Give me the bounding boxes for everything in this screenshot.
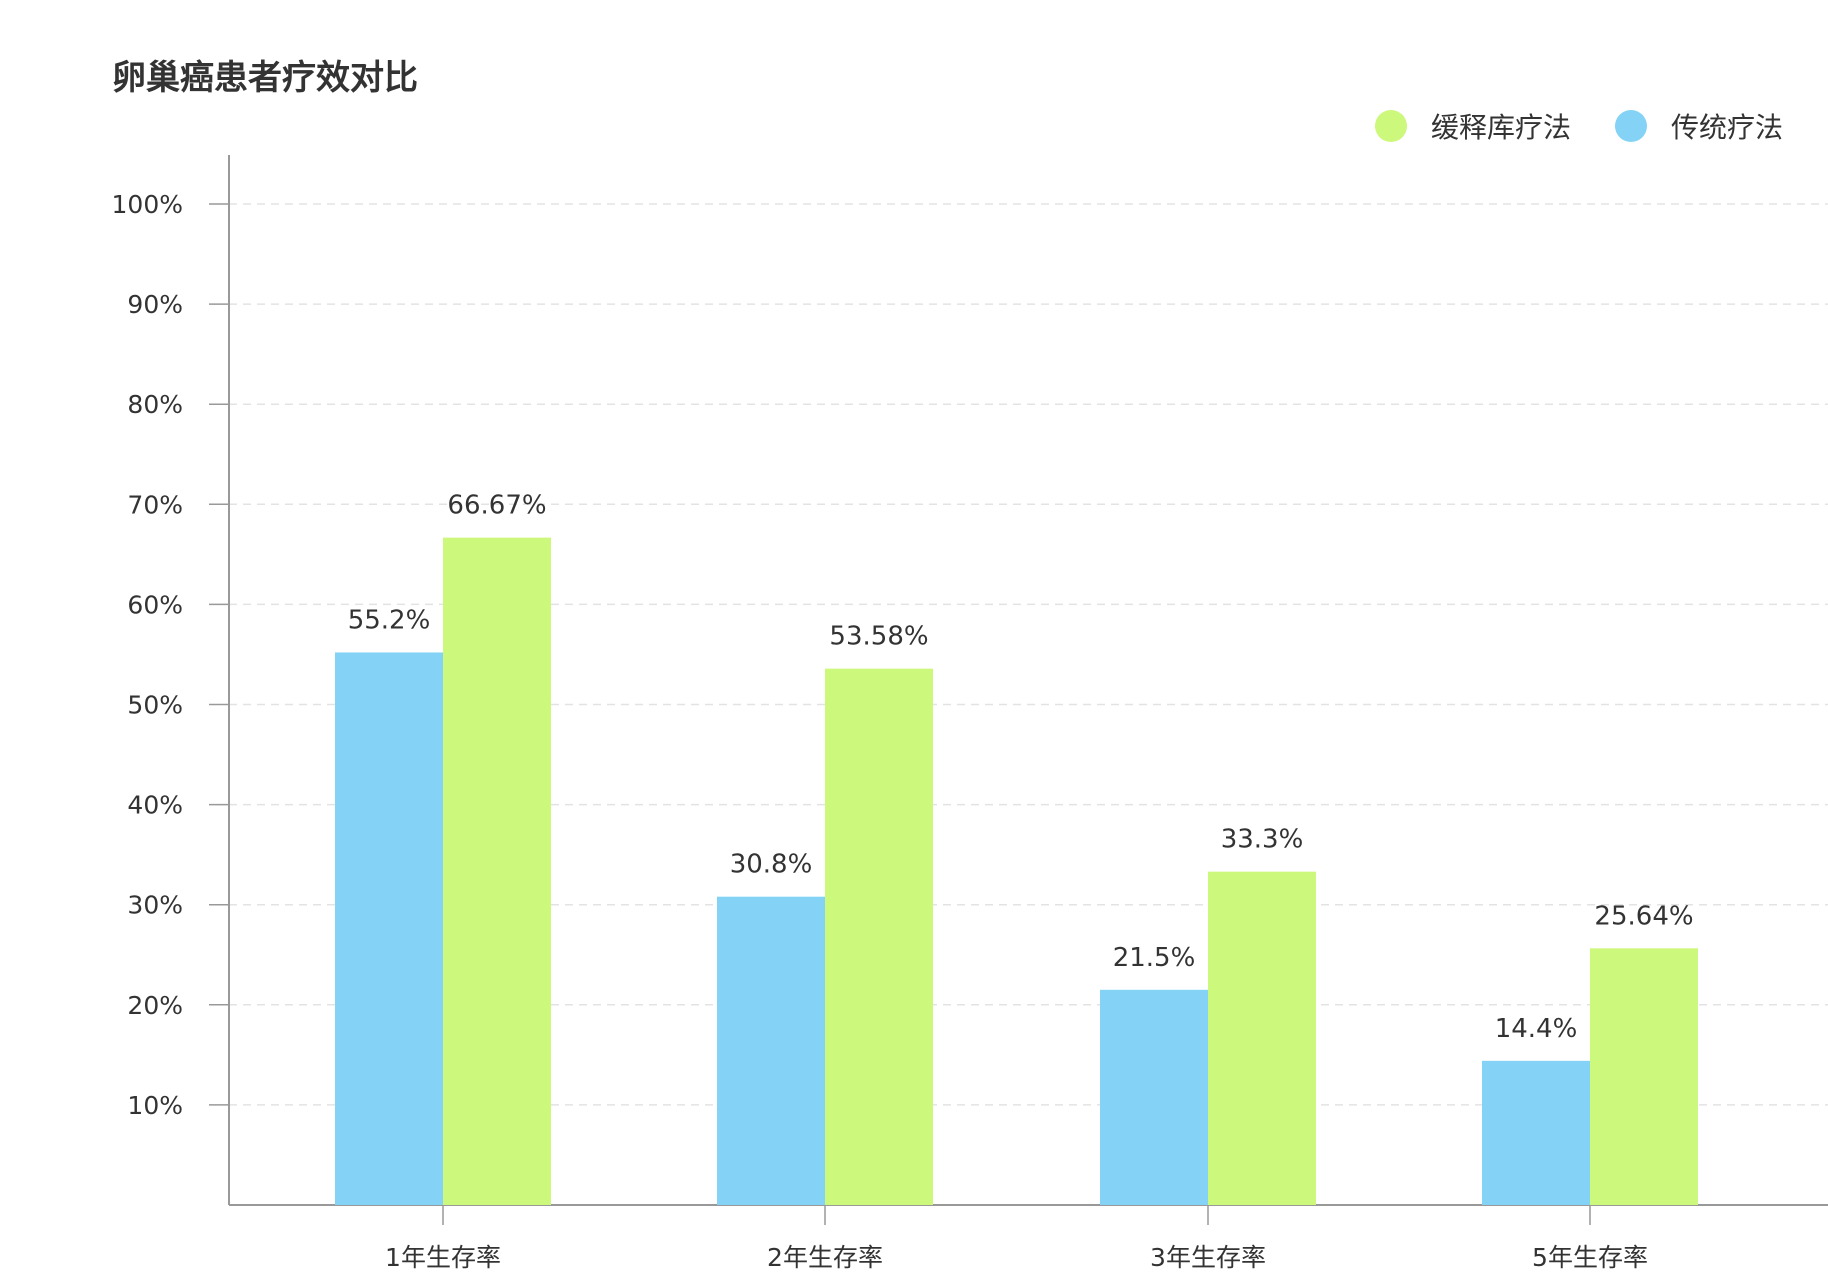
x-tick-label: 3年生存率: [1150, 1243, 1266, 1272]
y-tick-label: 40%: [127, 791, 183, 820]
y-tick-label: 30%: [127, 891, 183, 920]
data-label-slow-release-3: 33.3%: [1221, 825, 1304, 855]
legend: 缓释库疗法 传统疗法: [1374, 106, 1783, 146]
bars: [335, 537, 1698, 1205]
bar-traditional-2[interactable]: [717, 896, 825, 1205]
y-tick-label: 100%: [112, 190, 183, 219]
x-tick-label: 2年生存率: [767, 1243, 883, 1272]
data-label-slow-release-4: 25.64%: [1594, 901, 1693, 931]
data-label-traditional-3: 21.5%: [1113, 943, 1196, 973]
y-tick-label: 20%: [127, 991, 183, 1020]
x-tick-label: 1年生存率: [385, 1243, 501, 1272]
data-labels: 55.2% 66.67% 30.8% 53.58% 21.5% 33.3% 14.4% 25.…: [348, 491, 1694, 1044]
y-tick-label: 60%: [127, 590, 183, 619]
legend-item-slow-release[interactable]: 缓释库疗法: [1374, 106, 1571, 146]
bar-traditional-4[interactable]: [1482, 1060, 1590, 1205]
bar-slow-release-1[interactable]: [443, 537, 551, 1205]
y-tick-label: 70%: [127, 490, 183, 519]
legend-swatch-traditional: [1614, 110, 1647, 142]
x-tick-label: 5年生存率: [1532, 1243, 1648, 1272]
bar-slow-release-3[interactable]: [1208, 871, 1316, 1205]
data-label-traditional-4: 14.4%: [1495, 1014, 1578, 1044]
chart-title: 卵巢癌患者疗效对比: [112, 58, 418, 98]
data-label-traditional-2: 30.8%: [730, 850, 813, 880]
legend-label-slow-release: 缓释库疗法: [1430, 111, 1571, 144]
y-tick-label: 10%: [127, 1091, 183, 1120]
data-label-slow-release-2: 53.58%: [829, 622, 928, 652]
bar-slow-release-4[interactable]: [1590, 948, 1698, 1205]
bar-traditional-1[interactable]: [335, 652, 443, 1205]
legend-label-traditional: 传统疗法: [1670, 111, 1783, 144]
data-label-traditional-1: 55.2%: [348, 605, 431, 635]
data-label-slow-release-1: 66.67%: [447, 491, 546, 521]
y-tick-label: 50%: [127, 691, 183, 720]
y-tick-label: 80%: [127, 390, 183, 419]
bar-slow-release-2[interactable]: [825, 668, 933, 1205]
axes: 10% 20% 30% 40% 50% 60% 70% 80% 90% 100% 1年生存率 2年生存…: [112, 155, 1828, 1272]
y-tick-label: 90%: [127, 290, 183, 319]
legend-swatch-slow-release: [1374, 110, 1407, 142]
legend-item-traditional[interactable]: 传统疗法: [1614, 106, 1783, 146]
bar-traditional-3[interactable]: [1100, 989, 1208, 1205]
